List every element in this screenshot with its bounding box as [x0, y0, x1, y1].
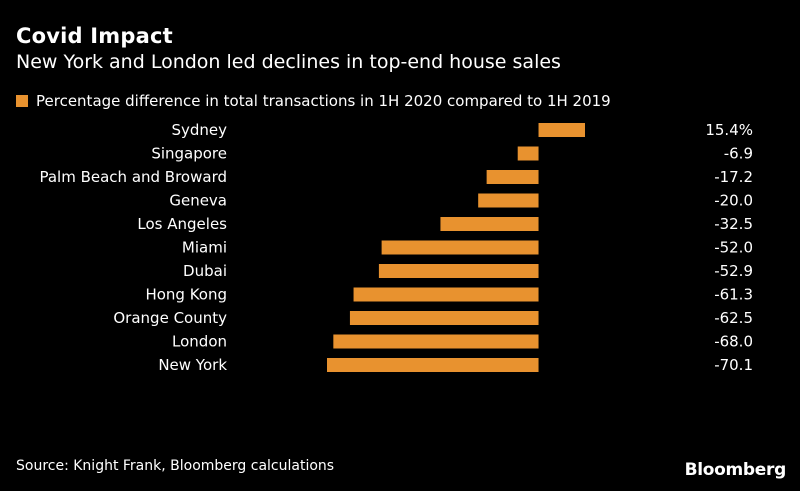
data-label: -6.9 [724, 145, 753, 163]
bar [440, 217, 539, 231]
data-label: -32.5 [714, 215, 753, 233]
category-label: Hong Kong [145, 286, 227, 304]
category-label: Los Angeles [137, 215, 227, 233]
legend-label: Percentage difference in total transacti… [36, 92, 611, 110]
category-label: Miami [182, 239, 227, 257]
bar [381, 240, 539, 255]
data-label: -52.0 [714, 239, 753, 257]
chart-title: Covid Impact [16, 24, 173, 48]
data-label: -61.3 [714, 286, 753, 304]
data-label: -70.1 [714, 356, 753, 374]
category-label: Sydney [171, 121, 227, 139]
category-label: New York [158, 356, 227, 374]
bloomberg-logo: Bloomberg [684, 460, 787, 480]
category-label: Palm Beach and Broward [39, 168, 227, 186]
category-label: Dubai [183, 262, 227, 280]
legend: Percentage difference in total transacti… [16, 92, 611, 110]
bar [538, 123, 585, 137]
chart-subtitle: New York and London led declines in top-… [16, 51, 561, 73]
category-label: Geneva [169, 192, 227, 210]
bar [517, 146, 539, 161]
bar [349, 311, 539, 325]
bar [353, 287, 539, 302]
bar [478, 193, 539, 208]
source-note: Source: Knight Frank, Bloomberg calculat… [16, 458, 335, 474]
data-label: -20.0 [714, 192, 753, 210]
bar [378, 264, 539, 278]
category-label: London [172, 333, 227, 351]
data-label: -62.5 [714, 309, 753, 327]
data-label: -17.2 [714, 168, 753, 186]
bar [327, 358, 539, 372]
data-label: -68.0 [714, 333, 753, 351]
category-label: Singapore [151, 145, 227, 163]
category-label: Orange County [113, 309, 227, 327]
bar [333, 334, 539, 349]
bar [486, 170, 539, 184]
data-label: 15.4% [705, 121, 753, 139]
data-label: -52.9 [714, 262, 753, 280]
legend-swatch [16, 95, 28, 107]
